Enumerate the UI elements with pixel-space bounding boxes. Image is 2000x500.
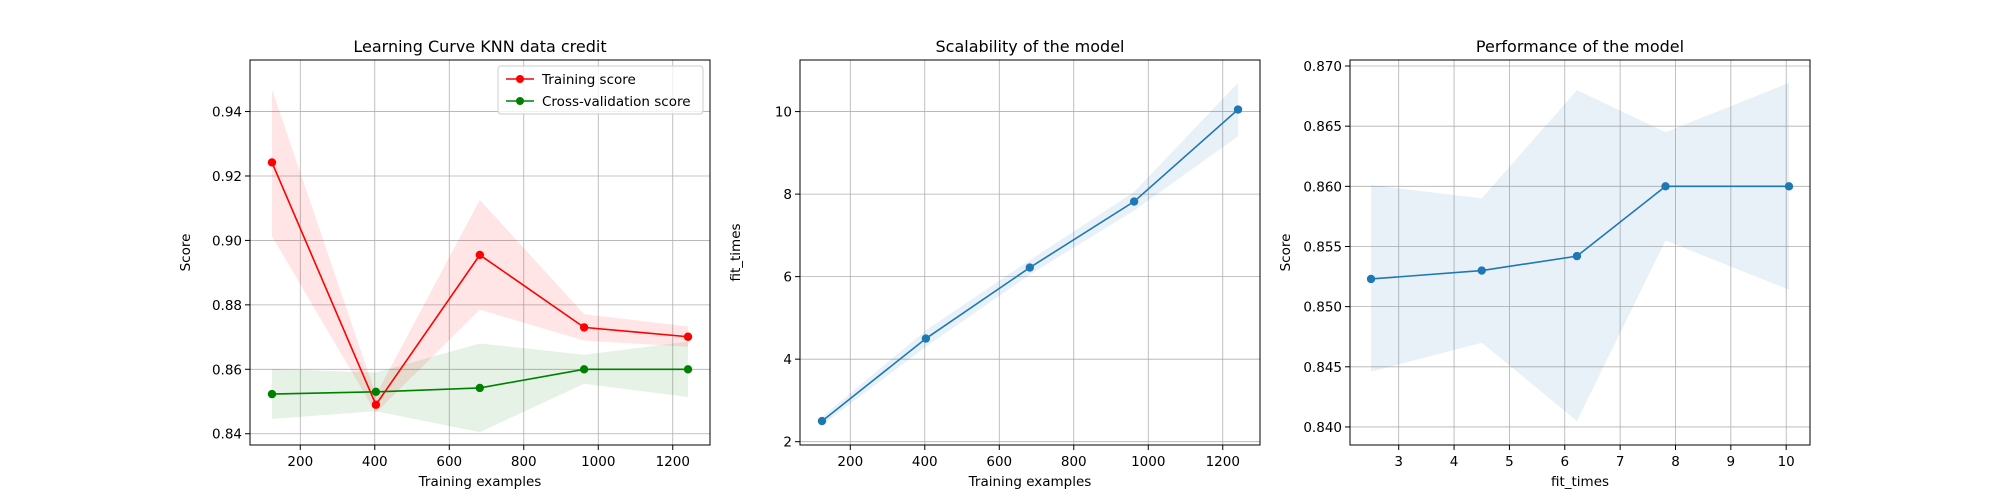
x-tick-label: 8 xyxy=(1671,454,1680,470)
y-tick-label: 2 xyxy=(783,435,792,451)
y-tick-label: 6 xyxy=(783,270,792,286)
y-tick-label: 0.94 xyxy=(212,105,242,121)
x-tick-label: 800 xyxy=(511,454,537,470)
x-tick-label: 600 xyxy=(986,454,1012,470)
x-tick-label: 600 xyxy=(436,454,462,470)
axis-ticks: 200 400 600 800 1000 1200 0.84 0.86 0.88 0.90 0.92… xyxy=(212,105,690,470)
x-axis-label: Training examples xyxy=(418,474,542,490)
axes-frame xyxy=(1349,59,1811,446)
x-tick-label: 3 xyxy=(1394,454,1403,470)
data-point xyxy=(921,334,931,343)
data-point xyxy=(267,158,277,167)
data-point xyxy=(371,387,381,397)
legend-box xyxy=(497,65,704,115)
legend-label-training: Training score xyxy=(541,72,636,88)
data-point xyxy=(267,389,277,399)
y-tick-label: 10 xyxy=(775,105,792,121)
data-point xyxy=(1366,274,1376,284)
y-tick-label: 0.845 xyxy=(1303,360,1342,376)
grid-lines xyxy=(250,60,710,445)
legend-marker-training xyxy=(516,75,524,83)
series-points xyxy=(817,105,1243,426)
x-tick-label: 10 xyxy=(1778,454,1795,470)
x-tick-label: 9 xyxy=(1727,454,1736,470)
data-point xyxy=(1784,182,1794,191)
data-point xyxy=(579,323,589,332)
x-tick-label: 1000 xyxy=(1131,454,1165,470)
y-tick-label: 0.90 xyxy=(212,233,242,249)
chart-title: Learning Curve KNN data credit xyxy=(353,37,606,56)
data-point xyxy=(475,383,485,393)
legend-marker-cross-validation xyxy=(516,97,524,105)
x-tick-label: 1000 xyxy=(581,454,615,470)
grid-lines xyxy=(1350,60,1810,445)
series-points xyxy=(1366,182,1794,284)
grid-lines xyxy=(800,60,1260,445)
data-point xyxy=(475,250,485,260)
y-tick-label: 8 xyxy=(783,187,792,203)
axis-ticks: 3 4 5 6 7 8 9 10 0.840 0.845 0.850 0.855 0.860 0.865 0… xyxy=(1303,59,1794,470)
confidence-bands xyxy=(1371,82,1789,421)
axis-ticks: 200 400 600 800 1000 1200 2 4 6 8 10 xyxy=(775,105,1240,470)
x-tick-label: 6 xyxy=(1560,454,1569,470)
x-tick-label: 5 xyxy=(1505,454,1514,470)
y-tick-label: 0.88 xyxy=(212,298,242,314)
y-tick-label: 0.86 xyxy=(212,362,242,378)
x-tick-label: 400 xyxy=(912,454,938,470)
y-tick-label: 0.92 xyxy=(212,169,242,185)
series-points xyxy=(267,158,693,409)
chart-title: Scalability of the model xyxy=(936,37,1125,56)
chart-title: Performance of the model xyxy=(1476,37,1684,56)
x-tick-label: 800 xyxy=(1061,454,1087,470)
y-axis-label: fit_times xyxy=(728,223,744,281)
x-tick-label: 200 xyxy=(837,454,863,470)
data-point xyxy=(683,332,693,341)
x-tick-label: 1200 xyxy=(656,454,690,470)
data-point xyxy=(817,416,827,426)
panel-scalability: 200 400 600 800 1000 1200 2 4 6 8 10 Scalability o… xyxy=(728,37,1261,490)
y-axis-label: Score xyxy=(1278,234,1294,272)
y-tick-label: 0.860 xyxy=(1303,179,1342,195)
data-point xyxy=(1477,266,1486,275)
y-tick-label: 0.865 xyxy=(1303,119,1342,135)
x-axis-label: Training examples xyxy=(968,474,1092,490)
y-tick-label: 0.855 xyxy=(1303,239,1342,255)
y-tick-label: 4 xyxy=(783,352,792,368)
data-point xyxy=(1233,105,1243,114)
legend: Training score Cross-validation score xyxy=(497,65,704,115)
y-tick-label: 0.84 xyxy=(212,427,242,443)
confidence-band xyxy=(1371,82,1789,421)
x-axis-label: fit_times xyxy=(1551,474,1609,490)
panel-learning-curve: 200 400 600 800 1000 1200 0.84 0.86 0.88 0.90 0.92… xyxy=(178,37,711,490)
x-tick-label: 200 xyxy=(287,454,313,470)
data-point xyxy=(683,365,693,374)
data-point xyxy=(1661,182,1670,191)
x-tick-label: 4 xyxy=(1450,454,1459,470)
data-point xyxy=(371,400,381,409)
x-tick-label: 7 xyxy=(1616,454,1625,470)
panel-performance: 3 4 5 6 7 8 9 10 0.840 0.845 0.850 0.855 0.860 0.865 0… xyxy=(1278,37,1811,490)
y-tick-label: 0.850 xyxy=(1303,300,1342,316)
data-point xyxy=(1025,263,1035,272)
y-tick-label: 0.840 xyxy=(1303,420,1342,436)
y-tick-label: 0.870 xyxy=(1303,59,1342,75)
x-tick-label: 400 xyxy=(362,454,388,470)
data-point xyxy=(1572,251,1582,261)
axes-frame xyxy=(799,59,1261,446)
legend-label-cross-validation: Cross-validation score xyxy=(542,94,691,110)
data-point xyxy=(1129,197,1139,206)
data-point xyxy=(579,365,589,374)
x-tick-label: 1200 xyxy=(1206,454,1240,470)
y-axis-label: Score xyxy=(178,234,194,272)
axes-frame xyxy=(249,59,711,446)
